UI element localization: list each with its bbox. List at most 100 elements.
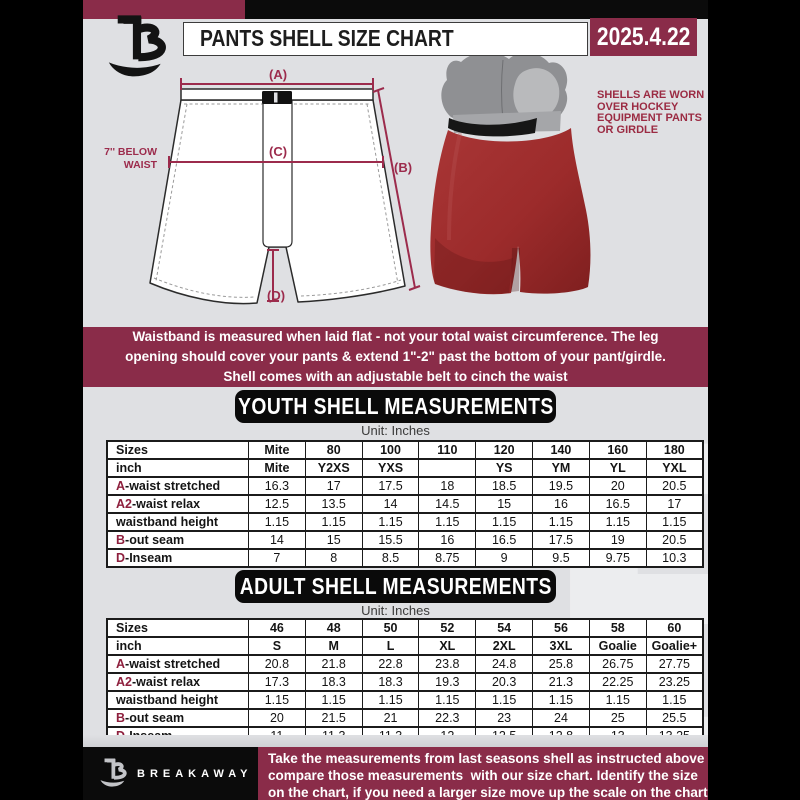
size-chart-document: B [83, 0, 708, 800]
top-strip-black [245, 0, 708, 19]
table-row: Sizes 46 48 50 52 54 56 58 60 [106, 618, 704, 638]
table-cell: 24.8 [475, 654, 534, 674]
table-cell: 1.15 [248, 512, 306, 532]
table-cell: 19.3 [418, 672, 477, 692]
table-cell: Y2XS [304, 458, 363, 478]
measurement-notice: Waistband is measured when laid flat - n… [83, 327, 708, 387]
footer-brand-name: BREAKAWAY [137, 767, 253, 780]
table-cell: 21.3 [532, 672, 590, 692]
table-cell: 54 [475, 618, 534, 638]
table-row: A-waist stretched 16.3 17 17.5 18 18.5 19.5 20 2… [106, 476, 704, 496]
table-row: waistband height 1.15 1.15 1.15 1.15 1.15 1.15… [106, 690, 704, 710]
row-label: A-waist stretched [106, 654, 249, 674]
row-label: inch [106, 458, 249, 478]
measure-label-b: (B) [394, 160, 413, 175]
table-row: D-Inseam 7 8 8.5 8.75 9 9.5 9.75 10.3 [106, 548, 704, 568]
table-cell: 56 [532, 618, 590, 638]
table-cell: YXS [361, 458, 420, 478]
table-cell: 17 [645, 494, 704, 514]
table-cell: 24 [532, 708, 590, 728]
table-cell: 13.5 [304, 494, 363, 514]
date-badge: 2025.4.22 [590, 18, 697, 56]
table-cell: YS [475, 458, 534, 478]
footer-instructions: Take the measurements from last seasons … [258, 747, 708, 800]
row-label: A-waist stretched [106, 476, 249, 496]
table-cell: 1.15 [361, 512, 420, 532]
table-cell: 27.75 [645, 654, 704, 674]
footer-brand-block: BREAKAWAY [83, 747, 258, 800]
row-label: B-out seam [106, 530, 249, 550]
row-label: A2-waist relax [106, 672, 249, 692]
table-cell: 25 [588, 708, 647, 728]
table-cell: 1.15 [588, 690, 647, 710]
table-cell: 18.3 [304, 672, 363, 692]
row-label: D-Inseam [106, 548, 249, 568]
table-cell: 19 [588, 530, 647, 550]
table-cell: 20.5 [645, 530, 704, 550]
table-cell: XL [418, 636, 477, 656]
table-cell: YM [532, 458, 590, 478]
table-row: A2-waist relax 12.5 13.5 14 14.5 15 16 16.5 17 [106, 494, 704, 514]
table-cell: 25.8 [532, 654, 590, 674]
table-cell: 19.5 [532, 476, 590, 496]
table-cell: S [248, 636, 306, 656]
adult-size-table: Sizes 46 48 50 52 54 56 58 60 inch S M L XL 2XL 3XL Goal… [106, 618, 704, 746]
table-cell: 1.15 [304, 512, 363, 532]
table-row: waistband height 1.15 1.15 1.15 1.15 1.15 1.15… [106, 512, 704, 532]
row-label: B-out seam [106, 708, 249, 728]
buckle-prong [274, 92, 278, 103]
table-cell: 1.15 [304, 690, 363, 710]
adult-section-banner: ADULT SHELL MEASUREMENTS [235, 570, 556, 603]
table-cell: 180 [645, 440, 704, 460]
table-cell: 18.3 [361, 672, 420, 692]
table-cell: 1.15 [645, 512, 704, 532]
table-cell: 1.15 [248, 690, 306, 710]
shorts-diagram [149, 52, 591, 305]
table-cell: 25.5 [645, 708, 704, 728]
table-cell: 16.5 [475, 530, 534, 550]
table-cell: 160 [588, 440, 647, 460]
table-cell: 22.3 [418, 708, 477, 728]
table-cell: 1.15 [418, 690, 477, 710]
measure-label-a: (A) [269, 67, 288, 82]
table-row: B-out seam 20 21.5 21 22.3 23 24 25 25.5 [106, 708, 704, 728]
table-cell: YL [588, 458, 647, 478]
table-cell: 16.3 [248, 476, 306, 496]
table-cell: 80 [304, 440, 363, 460]
adult-unit-label: Unit: Inches [361, 603, 430, 618]
youth-size-table: Sizes Mite 80 100 110 120 140 160 180 inch Mite Y2X… [106, 440, 704, 568]
table-cell: 1.15 [532, 690, 590, 710]
shell-photo [430, 52, 591, 295]
page-title-bar: PANTS SHELL SIZE CHART [183, 22, 588, 56]
table-cell: 52 [418, 618, 477, 638]
table-cell: 12.5 [248, 494, 306, 514]
table-cell: 16.5 [588, 494, 647, 514]
table-cell: 100 [361, 440, 420, 460]
measure-label-d: (D) [267, 288, 286, 303]
table-cell: 8.75 [418, 548, 477, 568]
table-cell: 17.3 [248, 672, 306, 692]
table-cell: 14.5 [418, 494, 477, 514]
shorts-fly-panel [262, 100, 293, 248]
table-cell: 15 [475, 494, 534, 514]
table-cell: 23 [475, 708, 534, 728]
measure-label-c: (C) [269, 144, 288, 159]
table-cell: Mite [248, 458, 306, 478]
table-cell: 50 [361, 618, 420, 638]
table-cell: 14 [248, 530, 306, 550]
shell-photo-caption: SHELLS ARE WORN OVER HOCKEY EQUIPMENT PA… [597, 89, 705, 136]
table-cell: 1.15 [475, 512, 534, 532]
row-label: A2-waist relax [106, 494, 249, 514]
table-cell: 58 [588, 618, 647, 638]
table-cell: 1.15 [361, 690, 420, 710]
table-cell: 22.25 [588, 672, 647, 692]
table-cell: YXL [645, 458, 704, 478]
table-cell: 120 [475, 440, 534, 460]
waist-note: 7'' BELOW WAIST [104, 146, 157, 171]
table-cell: 16 [418, 530, 477, 550]
top-strip-maroon [83, 0, 245, 19]
table-cell: 46 [248, 618, 306, 638]
table-cell: 17.5 [532, 530, 590, 550]
measure-lines [168, 78, 421, 302]
table-cell: 1.15 [532, 512, 590, 532]
